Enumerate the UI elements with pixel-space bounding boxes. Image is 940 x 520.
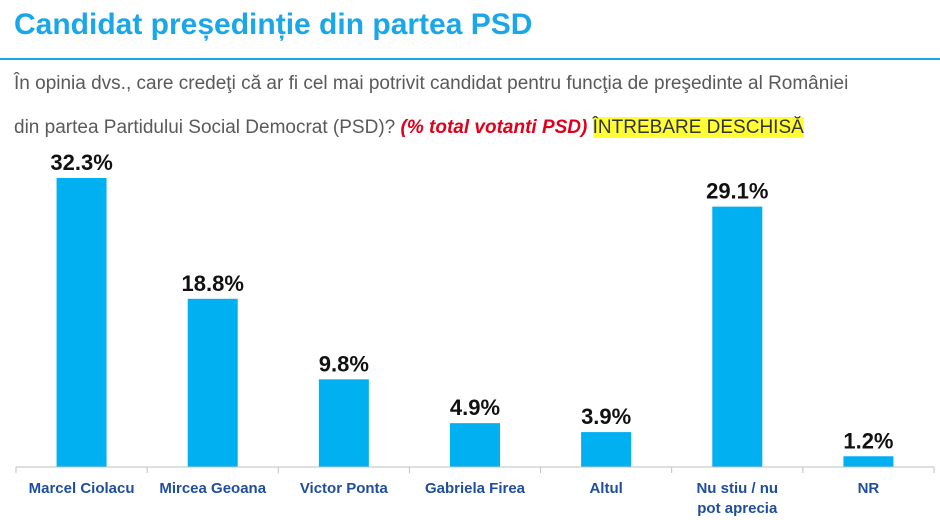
value-label: 18.8% xyxy=(182,271,244,296)
value-label: 1.2% xyxy=(843,428,893,453)
value-label: 4.9% xyxy=(450,395,500,420)
bar xyxy=(843,456,894,467)
category-label: Altul xyxy=(589,480,622,497)
question-emphasis: (% total votanti PSD) xyxy=(400,117,588,138)
category-label: Nu stiu / nu pot aprecia xyxy=(696,480,778,517)
category-label: Mircea Geoana xyxy=(159,480,266,497)
bar xyxy=(712,206,763,467)
bar xyxy=(581,432,632,467)
value-label: 29.1% xyxy=(706,179,768,204)
bars-group xyxy=(56,178,894,467)
category-label: NR xyxy=(858,480,880,497)
bar xyxy=(450,423,500,467)
labels-group: 32.3% Marcel Ciolacu 18.8% Mircea Geoana 9.8… xyxy=(29,150,894,517)
bar xyxy=(187,298,238,467)
bar xyxy=(318,379,369,467)
page-title: Candidat președinție din partea PSD xyxy=(14,8,533,41)
question-line-1: În opinia dvs., care credeţi că ar fi ce… xyxy=(14,73,849,94)
value-label: 3.9% xyxy=(581,404,631,429)
question-line-2: din partea Partidului Social Democrat (P… xyxy=(14,117,396,138)
bar xyxy=(56,178,107,467)
value-label: 9.8% xyxy=(319,351,369,376)
question-text: În opinia dvs., care credeţi că ar fi ce… xyxy=(14,62,934,150)
x-axis-ticks-group xyxy=(15,467,935,473)
category-label: Marcel Ciolacu xyxy=(29,480,135,497)
open-question-badge: ÎNTREBARE DESCHISĂ xyxy=(592,117,804,138)
value-label: 32.3% xyxy=(50,150,112,175)
title-underline xyxy=(0,58,940,60)
category-label: Gabriela Firea xyxy=(425,480,526,497)
category-label: Victor Ponta xyxy=(300,480,389,497)
